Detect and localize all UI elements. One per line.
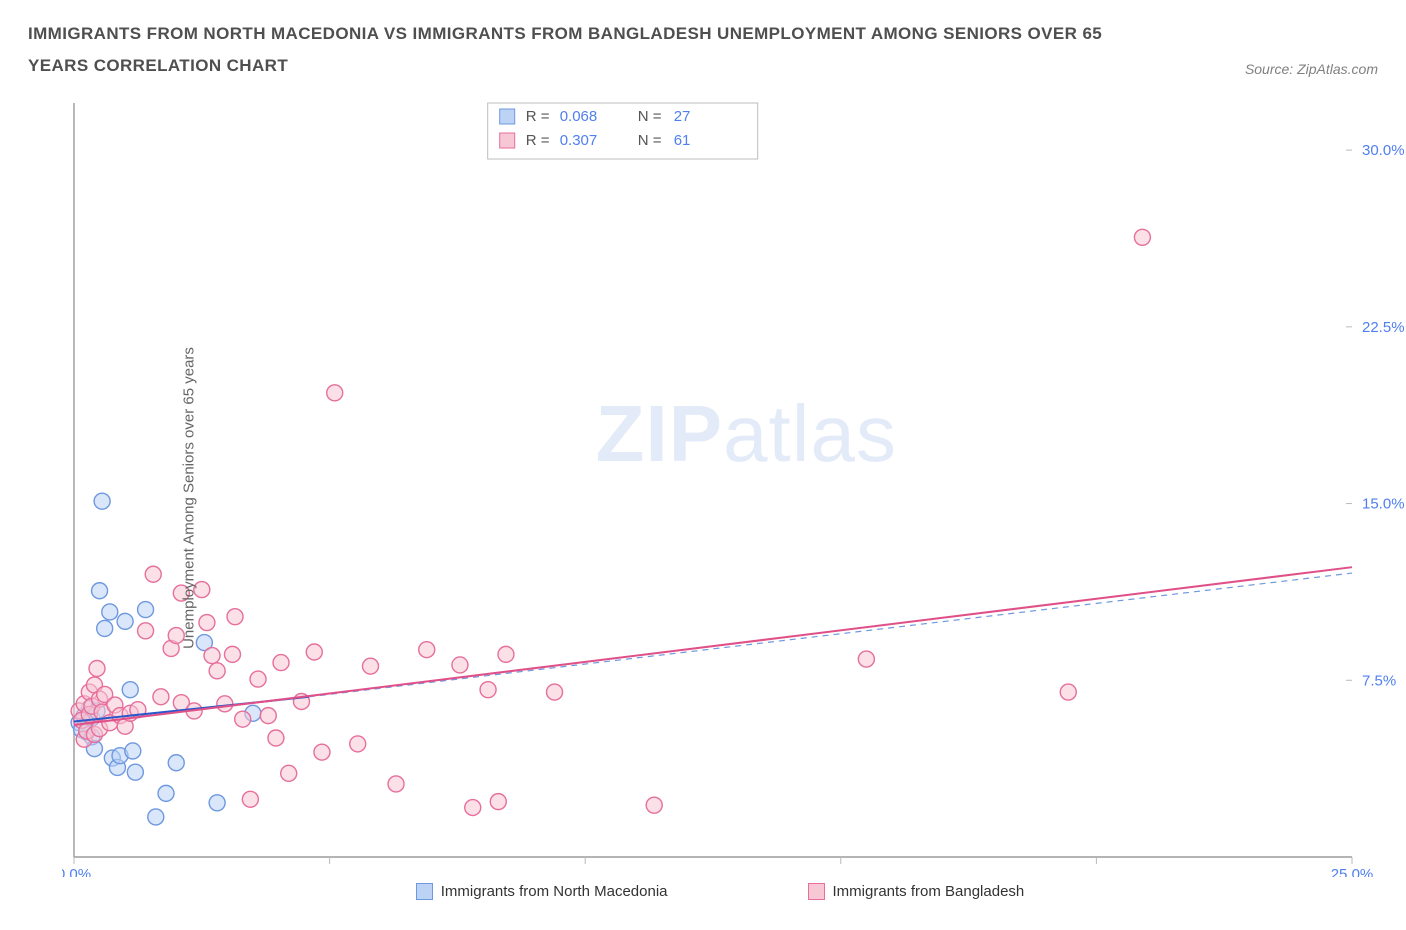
legend-item-series-b: Immigrants from Bangladesh — [808, 883, 1025, 900]
svg-text:R =: R = — [526, 132, 550, 149]
bottom-legend: Immigrants from North Macedonia Immigran… — [62, 883, 1378, 900]
svg-text:30.0%: 30.0% — [1362, 142, 1405, 159]
header-row: IMMIGRANTS FROM NORTH MACEDONIA VS IMMIG… — [28, 18, 1378, 83]
svg-text:61: 61 — [674, 132, 691, 149]
svg-text:27: 27 — [674, 108, 691, 125]
svg-text:15.0%: 15.0% — [1362, 495, 1405, 512]
svg-text:22.5%: 22.5% — [1362, 318, 1405, 335]
legend-swatch-a — [416, 883, 433, 900]
legend-label-b: Immigrants from Bangladesh — [833, 883, 1025, 900]
svg-text:N =: N = — [638, 132, 662, 149]
svg-text:0.307: 0.307 — [560, 132, 598, 149]
svg-text:0.0%: 0.0% — [62, 866, 91, 877]
legend-swatch-b — [808, 883, 825, 900]
y-axis-label: Unemployment Among Seniors over 65 years — [180, 347, 197, 649]
svg-text:N =: N = — [638, 108, 662, 125]
legend-item-series-a: Immigrants from North Macedonia — [416, 883, 668, 900]
chart-title: IMMIGRANTS FROM NORTH MACEDONIA VS IMMIG… — [28, 18, 1108, 83]
svg-text:R =: R = — [526, 108, 550, 125]
source-label: Source: ZipAtlas.com — [1245, 61, 1378, 83]
svg-text:7.5%: 7.5% — [1362, 672, 1396, 689]
svg-text:0.068: 0.068 — [560, 108, 598, 125]
svg-text:25.0%: 25.0% — [1331, 866, 1374, 877]
legend-label-a: Immigrants from North Macedonia — [441, 883, 668, 900]
chart-container: Unemployment Among Seniors over 65 years… — [62, 97, 1378, 900]
scatter-plot: 7.5% 15.0% 22.5% 30.0% 0.0% 25.0% R = 0.068 N = 2… — [62, 97, 1406, 877]
